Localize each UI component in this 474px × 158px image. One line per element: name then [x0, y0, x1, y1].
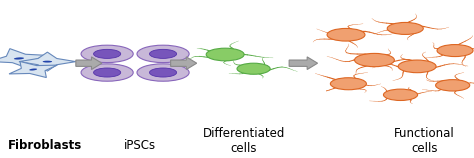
- Ellipse shape: [43, 61, 52, 63]
- Polygon shape: [19, 52, 76, 71]
- Text: Differentiated
cells: Differentiated cells: [203, 127, 285, 155]
- Circle shape: [206, 48, 244, 61]
- Circle shape: [355, 53, 394, 67]
- Circle shape: [387, 22, 423, 34]
- Polygon shape: [9, 61, 57, 78]
- Circle shape: [437, 45, 473, 57]
- Circle shape: [149, 68, 177, 77]
- FancyArrow shape: [171, 57, 197, 70]
- Circle shape: [398, 60, 436, 73]
- Text: Fibroblasts: Fibroblasts: [8, 139, 82, 152]
- Circle shape: [330, 78, 366, 90]
- Circle shape: [149, 49, 177, 58]
- Circle shape: [137, 64, 189, 81]
- Text: Functional
cells: Functional cells: [394, 127, 455, 155]
- FancyArrow shape: [289, 57, 318, 70]
- Circle shape: [81, 64, 133, 81]
- Ellipse shape: [14, 57, 24, 60]
- Circle shape: [93, 68, 121, 77]
- Circle shape: [436, 80, 470, 91]
- Circle shape: [237, 63, 270, 74]
- Circle shape: [383, 89, 418, 100]
- Text: iPSCs: iPSCs: [124, 139, 156, 152]
- Ellipse shape: [29, 69, 37, 70]
- Polygon shape: [0, 49, 48, 68]
- Circle shape: [93, 49, 121, 58]
- Circle shape: [137, 45, 189, 63]
- FancyArrow shape: [76, 57, 102, 70]
- Circle shape: [81, 45, 133, 63]
- Circle shape: [327, 28, 365, 41]
